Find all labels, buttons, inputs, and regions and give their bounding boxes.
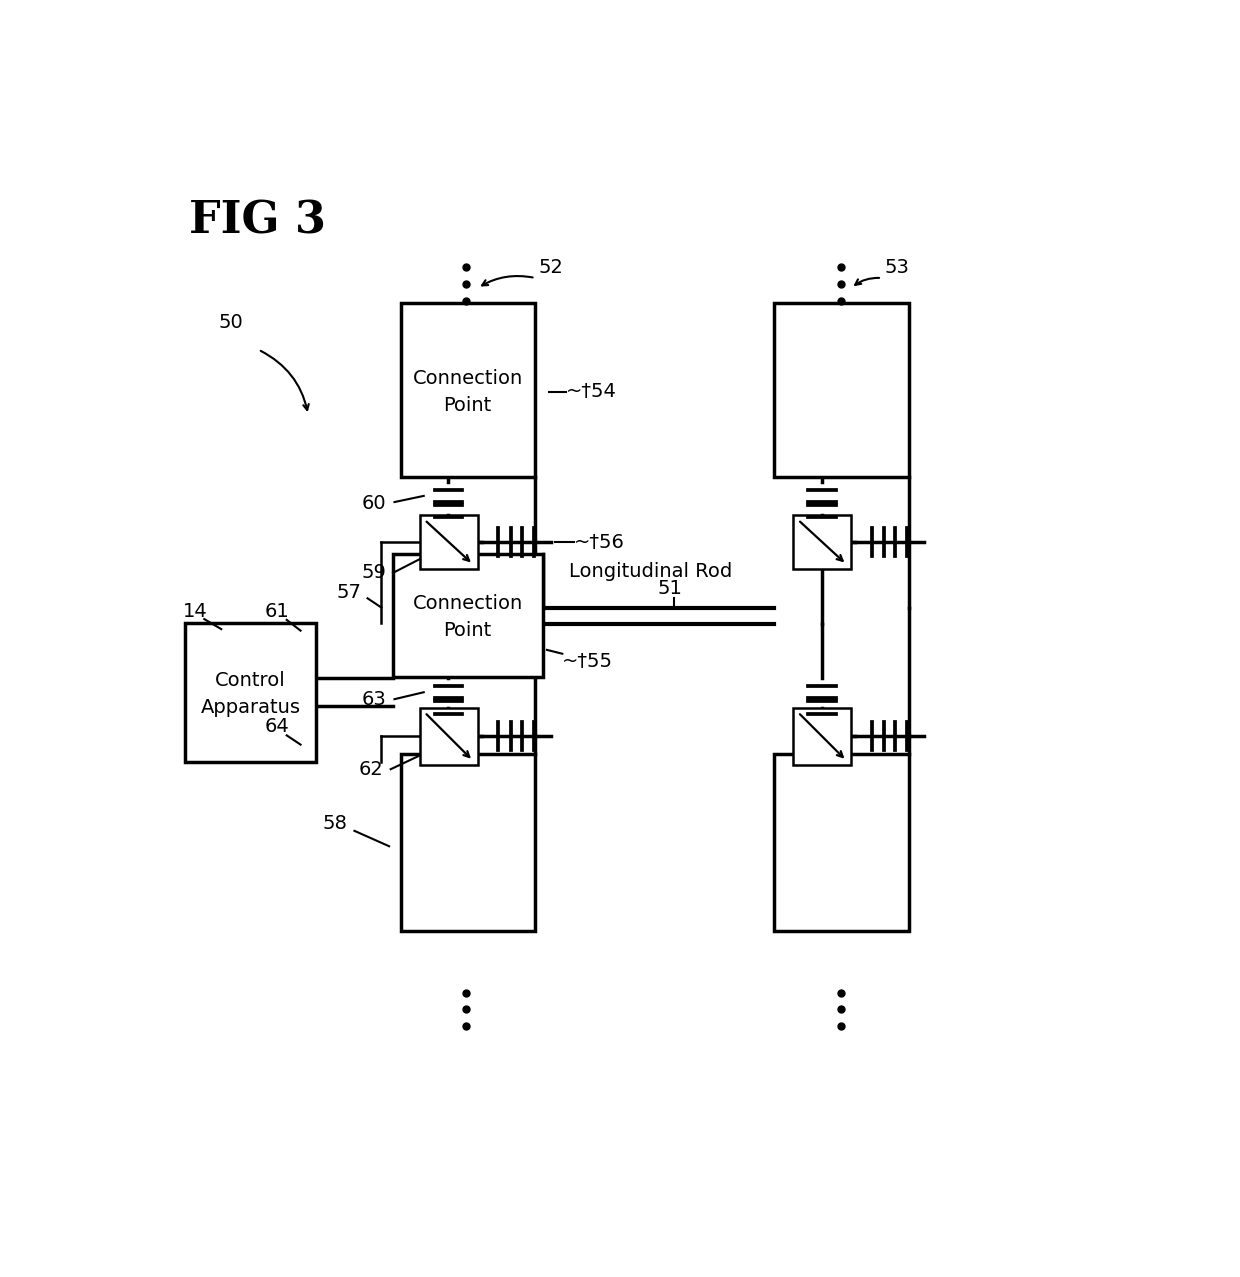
Text: 57: 57	[336, 582, 362, 601]
Text: 60: 60	[361, 494, 386, 513]
Bar	[185, 623, 316, 761]
Text: 64: 64	[265, 718, 290, 737]
Text: 59: 59	[361, 563, 386, 582]
Text: FIG 3: FIG 3	[188, 199, 326, 243]
Text: Point: Point	[444, 621, 492, 640]
Text: 61: 61	[265, 601, 290, 621]
Text: Control: Control	[215, 672, 286, 690]
Text: 58: 58	[322, 813, 347, 833]
Text: ~†56: ~†56	[574, 533, 625, 552]
Bar	[393, 554, 543, 677]
Text: 51: 51	[657, 578, 682, 598]
Bar	[794, 707, 851, 765]
Bar	[401, 753, 536, 931]
Text: 50: 50	[219, 313, 243, 332]
Text: 62: 62	[358, 760, 383, 779]
Text: 63: 63	[361, 691, 386, 710]
Text: Point: Point	[444, 396, 492, 415]
Text: 53: 53	[885, 258, 910, 277]
Text: Apparatus: Apparatus	[201, 699, 300, 718]
Bar	[774, 753, 909, 931]
Bar	[420, 707, 477, 765]
Bar	[774, 304, 909, 476]
Text: 14: 14	[182, 601, 207, 621]
Text: Connection: Connection	[413, 594, 523, 613]
Bar	[420, 515, 477, 570]
Text: 52: 52	[538, 258, 563, 277]
Bar	[401, 304, 536, 476]
Text: Connection: Connection	[413, 369, 523, 388]
Text: ~†54: ~†54	[567, 382, 618, 401]
Bar	[794, 515, 851, 570]
Text: Longitudinal Rod: Longitudinal Rod	[569, 562, 733, 581]
Text: ~†55: ~†55	[563, 653, 614, 670]
